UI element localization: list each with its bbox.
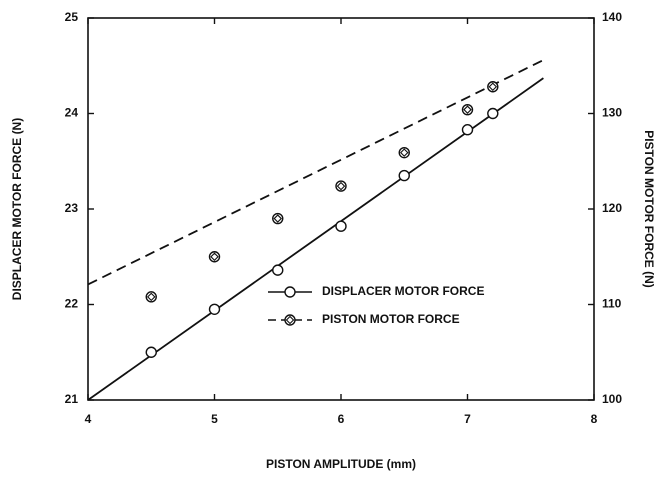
marker-circle bbox=[284, 286, 296, 298]
marker bbox=[335, 180, 347, 192]
fit-line bbox=[87, 59, 544, 286]
x-tick-label: 5 bbox=[211, 412, 218, 426]
marker-circle bbox=[208, 251, 221, 263]
marker-circle bbox=[284, 314, 296, 326]
marker-circle bbox=[272, 212, 284, 225]
y2-tick-label: 120 bbox=[602, 201, 622, 215]
x-axis-title: PISTON AMPLITUDE (mm) bbox=[266, 457, 416, 471]
marker-circle bbox=[335, 180, 347, 192]
marker bbox=[272, 264, 284, 276]
y-axis-title: DISPLACER MOTOR FORCE (N) bbox=[10, 118, 24, 300]
marker bbox=[461, 103, 474, 116]
y2-tick-label: 110 bbox=[602, 297, 622, 311]
marker bbox=[145, 291, 157, 303]
x-tick-label: 8 bbox=[591, 412, 598, 426]
legend-label: DISPLACER MOTOR FORCE bbox=[322, 284, 484, 298]
x-tick-label: 6 bbox=[338, 412, 345, 426]
marker bbox=[487, 81, 499, 93]
marker bbox=[208, 303, 221, 315]
marker-diamond bbox=[146, 292, 156, 302]
x-tick-label: 7 bbox=[464, 412, 471, 426]
y-tick-label: 22 bbox=[65, 297, 79, 311]
plot-frame bbox=[87, 17, 595, 401]
marker-circle bbox=[208, 303, 221, 315]
marker bbox=[272, 212, 284, 225]
marker bbox=[208, 251, 221, 263]
legend-label: PISTON MOTOR FORCE bbox=[322, 312, 460, 326]
marker-circle bbox=[487, 81, 499, 93]
marker-circle bbox=[145, 291, 157, 303]
y-tick-label: 24 bbox=[65, 106, 79, 120]
marker-circle bbox=[145, 346, 157, 358]
y2-tick-label: 130 bbox=[602, 106, 622, 120]
y-tick-label: 21 bbox=[65, 392, 79, 406]
marker bbox=[461, 124, 474, 136]
marker-circle bbox=[272, 264, 284, 276]
marker-circle bbox=[461, 103, 474, 116]
marker-circle bbox=[398, 169, 410, 182]
y2-tick-label: 140 bbox=[602, 10, 622, 24]
legend-marker bbox=[284, 286, 296, 298]
marker-diamond bbox=[273, 214, 283, 223]
y-tick-label: 25 bbox=[65, 10, 79, 24]
y-tick-label: 23 bbox=[65, 201, 79, 215]
marker-circle bbox=[487, 107, 499, 120]
marker-diamond bbox=[399, 148, 409, 157]
marker-circle bbox=[335, 220, 347, 232]
marker bbox=[398, 146, 410, 159]
marker-diamond bbox=[336, 181, 346, 191]
marker bbox=[398, 169, 410, 182]
marker-diamond bbox=[488, 82, 498, 92]
marker-circle bbox=[461, 124, 474, 136]
legend-marker bbox=[284, 314, 296, 326]
marker bbox=[145, 346, 157, 358]
marker-diamond bbox=[463, 105, 472, 114]
marker bbox=[487, 107, 499, 120]
y2-axis-title: PISTON MOTOR FORCE (N) bbox=[642, 130, 656, 288]
y2-tick-label: 100 bbox=[602, 392, 622, 406]
marker-diamond bbox=[210, 252, 219, 262]
marker-diamond bbox=[285, 315, 295, 325]
marker bbox=[335, 220, 347, 232]
x-tick-label: 4 bbox=[85, 412, 92, 426]
marker-circle bbox=[398, 146, 410, 159]
